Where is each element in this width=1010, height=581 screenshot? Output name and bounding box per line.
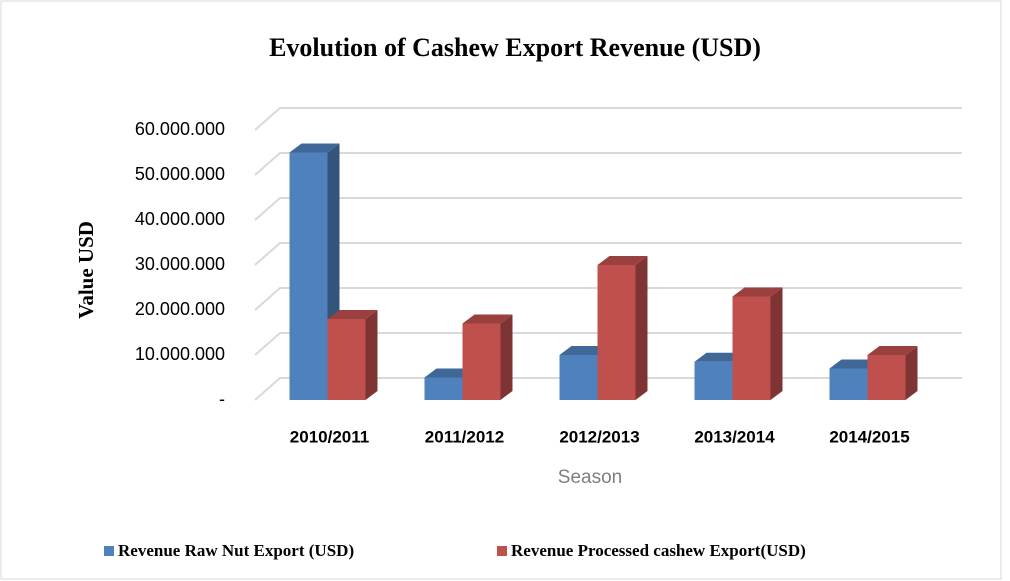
- grid-line: [254, 107, 962, 131]
- bar-side: [770, 287, 783, 400]
- y-tick-label: -: [219, 389, 225, 409]
- y-tick-label: 40.000.000: [135, 209, 225, 229]
- x-tick-label: 2010/2011: [290, 427, 369, 446]
- grid-line: [254, 242, 962, 266]
- bar-top: [424, 368, 475, 378]
- bar-front: [462, 323, 501, 400]
- legend-label: Revenue Processed cashew Export(USD): [511, 541, 806, 560]
- x-tick-label: 2011/2012: [425, 427, 504, 446]
- y-tick-label: 60.000.000: [135, 119, 225, 139]
- grid-line: [254, 152, 962, 176]
- legend-swatch: [497, 546, 507, 556]
- bar-front: [597, 265, 636, 400]
- y-tick-label: 30.000.000: [135, 254, 225, 274]
- bar-front: [289, 152, 328, 400]
- bar-top: [462, 314, 513, 324]
- bar-top: [289, 143, 340, 153]
- bar-front: [829, 368, 868, 400]
- bar-top: [867, 346, 918, 355]
- bar-front: [559, 355, 598, 400]
- chart-title: Evolution of Cashew Export Revenue (USD): [269, 33, 761, 62]
- bar-side: [500, 314, 513, 400]
- bar-side: [905, 346, 918, 400]
- x-tick-label: 2013/2014: [694, 427, 775, 446]
- bar-side: [365, 310, 378, 400]
- bar-top: [559, 346, 610, 355]
- legend-swatch: [104, 546, 114, 556]
- bar-front: [867, 355, 906, 400]
- legend-label: Revenue Raw Nut Export (USD): [118, 541, 354, 560]
- bar-top: [732, 287, 783, 297]
- y-tick-label: 50.000.000: [135, 164, 225, 184]
- bar-top: [597, 256, 648, 265]
- x-tick-label: 2014/2015: [829, 427, 909, 446]
- bar-front: [694, 361, 733, 400]
- y-tick-label: 20.000.000: [135, 299, 225, 319]
- bar-front: [327, 319, 366, 400]
- y-tick-label: 10.000.000: [135, 344, 225, 364]
- grid-line: [254, 197, 962, 221]
- bar-front: [424, 377, 463, 400]
- bar-top: [694, 352, 745, 362]
- bar-top: [829, 359, 880, 369]
- bar-side: [635, 256, 648, 400]
- grid-line: [254, 287, 962, 311]
- bar-front: [732, 296, 771, 400]
- x-tick-label: 2012/2013: [559, 427, 639, 446]
- x-axis-label: Season: [558, 467, 622, 488]
- bar-top: [327, 310, 378, 319]
- y-axis-label: Value USD: [74, 221, 98, 319]
